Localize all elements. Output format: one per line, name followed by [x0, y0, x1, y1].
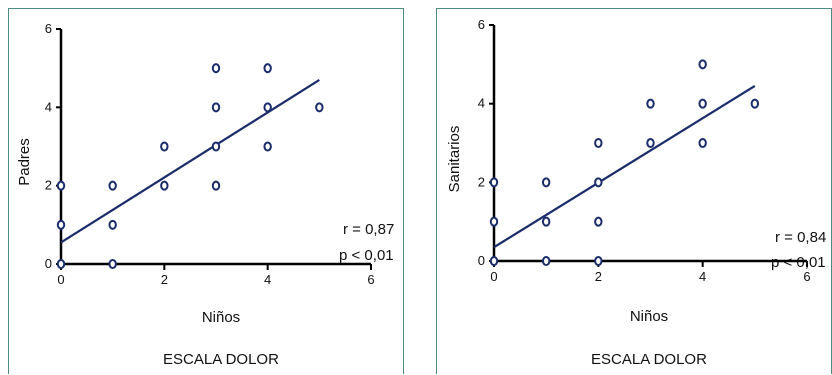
data-point	[56, 259, 66, 269]
data-point	[594, 256, 603, 266]
data-point	[263, 141, 272, 152]
chart-panel-padres: Padres Niños ESCALA DOLOR r = 0,87 p < 0…	[8, 8, 404, 374]
y-tick-label: 6	[478, 17, 485, 32]
x-axis-label: Niños	[202, 309, 240, 326]
data-point	[698, 138, 707, 148]
x-tick-label: 2	[595, 269, 602, 284]
data-point	[646, 138, 655, 148]
x-tick-label: 2	[161, 272, 168, 287]
data-point	[489, 177, 499, 188]
y-tick-label: 0	[478, 253, 485, 268]
scale-footer: ESCALA DOLOR	[591, 351, 707, 368]
x-axis-label: Niños	[630, 308, 668, 325]
data-point	[56, 180, 66, 191]
data-point	[315, 102, 324, 113]
data-point	[211, 102, 221, 113]
y-tick-label: 0	[45, 256, 52, 271]
data-point	[594, 138, 603, 148]
data-point	[263, 63, 272, 74]
p-value: p < 0,01	[771, 254, 826, 271]
data-point	[263, 102, 272, 113]
data-point	[160, 180, 169, 191]
x-tick-label: 0	[57, 272, 64, 287]
p-value: p < 0,01	[339, 247, 394, 264]
scale-footer: ESCALA DOLOR	[163, 351, 279, 368]
data-point	[108, 219, 117, 230]
data-point	[108, 180, 117, 191]
data-point	[698, 59, 707, 70]
data-point	[211, 141, 221, 152]
data-point	[750, 98, 760, 109]
scatter-chart-padres: Padres Niños ESCALA DOLOR r = 0,87 p < 0…	[16, 21, 394, 368]
scatter-chart-sanitarios: Sanitarios Niños ESCALA DOLOR r = 0,84 p…	[446, 17, 826, 368]
x-tick-label: 4	[264, 272, 271, 287]
y-tick-label: 4	[45, 99, 52, 114]
data-point	[541, 216, 551, 227]
data-point	[489, 256, 499, 266]
correlation-r: r = 0,84	[775, 229, 826, 246]
x-tick-label: 6	[803, 269, 810, 284]
x-tick-label: 4	[699, 269, 706, 284]
chart-panel-sanitarios: Sanitarios Niños ESCALA DOLOR r = 0,84 p…	[436, 8, 832, 374]
data-point	[56, 219, 66, 230]
data-point	[211, 180, 221, 191]
y-tick-label: 4	[478, 96, 485, 111]
data-point	[489, 216, 499, 227]
x-tick-label: 6	[367, 272, 374, 287]
data-point	[698, 98, 707, 109]
data-point	[108, 259, 117, 269]
y-axis-label: Sanitarios	[446, 126, 463, 193]
data-point	[541, 256, 551, 266]
x-tick-label: 0	[490, 269, 497, 284]
data-point	[541, 177, 551, 188]
data-point	[646, 98, 655, 109]
y-tick-label: 6	[45, 21, 52, 36]
y-tick-label: 2	[45, 178, 52, 193]
data-point	[211, 63, 221, 74]
data-point	[594, 177, 603, 188]
regression-line	[493, 85, 756, 249]
correlation-r: r = 0,87	[343, 221, 394, 238]
y-axis-label: Padres	[16, 138, 33, 186]
y-tick-label: 2	[478, 174, 485, 189]
data-point	[160, 141, 169, 152]
data-point	[594, 216, 603, 227]
regression-line	[60, 78, 320, 244]
